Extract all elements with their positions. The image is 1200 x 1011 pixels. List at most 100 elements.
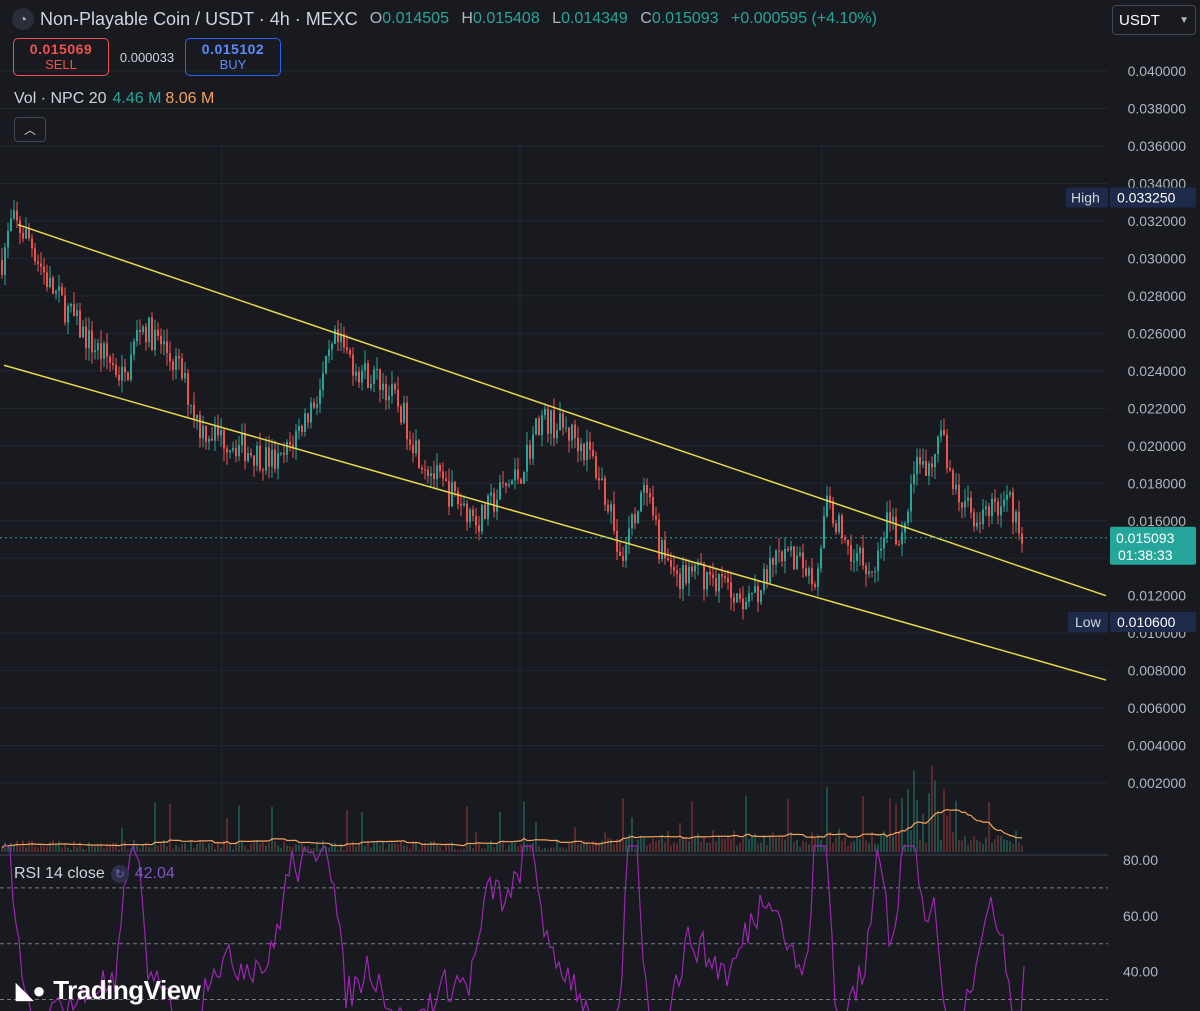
collapse-legend-button[interactable]: ︿ xyxy=(14,117,46,142)
candle-body xyxy=(184,372,186,379)
volume-bar xyxy=(133,840,135,852)
trade-panel: 0.015069 SELL 0.000033 0.015102 BUY xyxy=(13,38,281,76)
volume-bar xyxy=(1006,840,1008,852)
rsi-value: 42.04 xyxy=(134,865,175,882)
volume-bar xyxy=(151,847,153,852)
candle-body xyxy=(757,586,759,603)
volume-bar xyxy=(679,822,681,852)
candle-body xyxy=(130,354,132,380)
candle-body xyxy=(481,504,483,532)
volume-bar xyxy=(988,801,990,852)
candle-body xyxy=(280,452,282,454)
candle-body xyxy=(694,565,696,572)
candle-body xyxy=(7,231,9,248)
volume-bar xyxy=(514,842,516,852)
volume-bar xyxy=(712,829,714,852)
volume-bar xyxy=(415,843,417,852)
rsi-line xyxy=(4,844,1025,1011)
volume-bar xyxy=(607,837,609,852)
volume-bar xyxy=(490,840,492,852)
volume-bar xyxy=(769,836,771,852)
candle-body xyxy=(16,210,18,221)
low-value: 0.010600 xyxy=(1117,614,1176,630)
volume-bar xyxy=(208,843,210,852)
candle-body xyxy=(961,502,963,508)
volume-bar xyxy=(16,840,18,852)
candle-body xyxy=(796,555,798,570)
volume-bar xyxy=(319,848,321,852)
volume-bar xyxy=(526,844,528,852)
currency-select[interactable]: USDT ▼ xyxy=(1112,5,1196,35)
volume-bar xyxy=(859,839,861,852)
volume-bar xyxy=(850,842,852,852)
volume-bar xyxy=(271,806,273,852)
candle-body xyxy=(211,438,213,441)
candle-body xyxy=(976,522,978,527)
candle-body xyxy=(673,567,675,571)
volume-bar xyxy=(868,843,870,852)
volume-bar xyxy=(424,843,426,852)
symbol-title[interactable]: Non-Playable Coin / USDT · 4h · MEXC xyxy=(40,8,358,29)
volume-bar xyxy=(856,837,858,852)
refresh-icon[interactable]: ↻ xyxy=(110,865,129,883)
volume-bar xyxy=(646,845,648,852)
candle-body xyxy=(385,383,387,401)
candle-body xyxy=(853,561,855,563)
candle-body xyxy=(139,330,141,333)
candle-body xyxy=(100,343,102,359)
candle-body xyxy=(277,453,279,469)
candle-body xyxy=(223,430,225,449)
candle-body xyxy=(115,365,117,375)
candle-body xyxy=(559,413,561,431)
candle-body xyxy=(994,498,996,502)
price-tick-label: 0.022000 xyxy=(1128,400,1187,416)
volume-bar xyxy=(259,843,261,852)
candle-body xyxy=(484,504,486,519)
volume-bar xyxy=(955,800,957,852)
candle-body xyxy=(148,317,150,343)
candle-body xyxy=(241,432,243,446)
volume-bar xyxy=(667,830,669,852)
sell-button[interactable]: 0.015069 SELL xyxy=(13,38,109,76)
candle-body xyxy=(811,568,813,585)
volume-bar xyxy=(301,843,303,852)
candle-body xyxy=(910,484,912,512)
volume-bar xyxy=(46,846,48,852)
candlesticks xyxy=(1,199,1023,620)
volume-bar xyxy=(1015,830,1017,852)
volume-bar xyxy=(979,841,981,852)
volume-bar xyxy=(694,838,696,852)
candle-body xyxy=(307,413,309,423)
rsi-tick-label: 40.00 xyxy=(1123,964,1158,980)
candle-body xyxy=(901,532,903,545)
candle-body xyxy=(430,473,432,477)
candle-body xyxy=(598,478,600,481)
volume-bar xyxy=(322,840,324,852)
volume-bar xyxy=(733,830,735,852)
volume-bar xyxy=(418,849,420,852)
candle-body xyxy=(127,372,129,380)
volume-bar xyxy=(397,844,399,852)
volume-bar xyxy=(754,833,756,852)
candle-body xyxy=(553,410,555,439)
volume-bar xyxy=(901,798,903,852)
volume-bar xyxy=(106,845,108,852)
candle-body xyxy=(109,356,111,364)
candle-body xyxy=(328,349,330,357)
volume-bar xyxy=(637,839,639,852)
volume-bar xyxy=(454,849,456,852)
volume-bar xyxy=(484,848,486,852)
candle-body xyxy=(313,402,315,408)
volume-bar xyxy=(772,832,774,852)
change-readout: +0.000595 (+4.10%) xyxy=(731,10,877,27)
candle-body xyxy=(403,402,405,423)
candle-body xyxy=(760,590,762,603)
volume-bar xyxy=(466,806,468,852)
volume-bar xyxy=(388,843,390,852)
candle-body xyxy=(577,437,579,452)
price-tick-label: 0.026000 xyxy=(1128,325,1187,341)
buy-button[interactable]: 0.015102 BUY xyxy=(185,38,281,76)
candle-body xyxy=(13,210,15,219)
